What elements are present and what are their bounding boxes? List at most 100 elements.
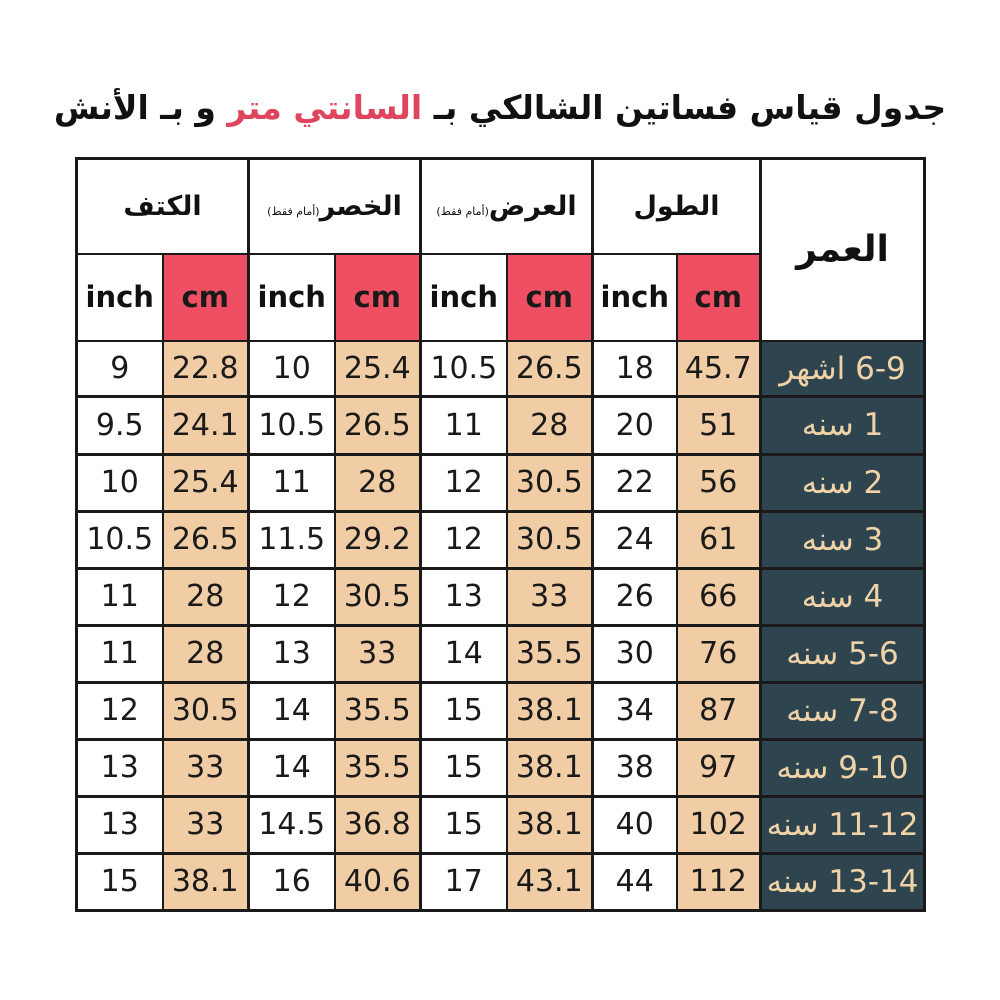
cell-width-inch: 14 — [419, 624, 508, 684]
cell-width-inch: 15 — [419, 681, 508, 741]
cell-waist-inch: 10 — [247, 339, 336, 399]
size-rows: 9 22.8 10 25.4 10.5 26.5 18 45.7 6-9 اشهر 9.5 24.1… — [75, 339, 926, 913]
cell-length-cm: 66 — [675, 567, 763, 627]
cell-shoulder-cm: 33 — [161, 795, 250, 855]
cell-width-inch: 15 — [419, 795, 508, 855]
cell-shoulder-inch: 15 — [75, 852, 164, 913]
table-row: 10.5 26.5 11.5 29.2 12 30.5 24 61 3 سنه — [75, 510, 926, 570]
cell-waist-inch: 14.5 — [247, 795, 336, 855]
cell-shoulder-cm: 38.1 — [161, 852, 250, 913]
page-title: جدول قياس فساتين الشالكي بـ السانتي متر … — [0, 88, 1000, 127]
table-row: 11 28 12 30.5 13 33 26 66 4 سنه — [75, 567, 926, 627]
title-accent: السانتي متر — [227, 88, 423, 127]
cell-shoulder-inch: 13 — [75, 738, 164, 798]
cell-waist-cm: 33 — [333, 624, 423, 684]
cell-waist-inch: 11.5 — [247, 510, 336, 570]
cell-waist-cm: 28 — [333, 452, 423, 513]
cell-length-inch: 38 — [591, 738, 678, 798]
cell-shoulder-inch: 9.5 — [75, 395, 164, 456]
cell-shoulder-inch: 11 — [75, 624, 164, 684]
cell-age: 11-12 سنه — [759, 795, 926, 855]
cell-length-inch: 26 — [591, 567, 678, 627]
cell-length-inch: 22 — [591, 452, 678, 513]
cell-length-inch: 20 — [591, 395, 678, 456]
cell-width-inch: 12 — [419, 510, 508, 570]
cell-age: 1 سنه — [759, 395, 926, 456]
cell-length-cm: 76 — [675, 624, 763, 684]
cell-waist-inch: 13 — [247, 624, 336, 684]
unit-header-row: inch cm inch cm inch cm inch cm — [75, 253, 925, 342]
cell-width-inch: 10.5 — [419, 339, 508, 399]
cell-waist-inch: 12 — [247, 567, 336, 627]
cell-waist-cm: 26.5 — [333, 395, 423, 456]
cell-shoulder-inch: 10.5 — [75, 510, 164, 570]
cell-waist-inch: 10.5 — [247, 395, 336, 456]
cell-shoulder-inch: 12 — [75, 681, 164, 741]
cell-width-cm: 35.5 — [505, 624, 595, 684]
cell-width-inch: 17 — [419, 852, 508, 913]
cell-waist-cm: 29.2 — [333, 510, 423, 570]
unit-inch: inch — [247, 253, 336, 342]
cell-width-inch: 13 — [419, 567, 508, 627]
cell-length-cm: 102 — [675, 795, 763, 855]
cell-waist-inch: 16 — [247, 852, 336, 913]
group-header-length: الطول — [591, 157, 763, 256]
cell-waist-inch: 14 — [247, 681, 336, 741]
table-row: 9.5 24.1 10.5 26.5 11 28 20 51 1 سنه — [75, 395, 926, 456]
cell-length-inch: 40 — [591, 795, 678, 855]
cell-width-cm: 30.5 — [505, 452, 595, 513]
cell-shoulder-inch: 10 — [75, 452, 164, 513]
cell-length-cm: 56 — [675, 452, 763, 513]
group-header-width: العرض(أمام فقط) — [419, 157, 595, 256]
cell-age: 3 سنه — [759, 510, 926, 570]
table-row: 10 25.4 11 28 12 30.5 22 56 2 سنه — [75, 452, 926, 513]
cell-length-cm: 61 — [675, 510, 763, 570]
cell-length-cm: 112 — [675, 852, 763, 913]
table-row: 15 38.1 16 40.6 17 43.1 44 112 13-14 سنه — [75, 852, 926, 913]
table-row: 13 33 14 35.5 15 38.1 38 97 9-10 سنه — [75, 738, 926, 798]
cell-age: 13-14 سنه — [759, 852, 926, 913]
cell-shoulder-cm: 22.8 — [161, 339, 250, 399]
cell-length-cm: 51 — [675, 395, 763, 456]
table-row: 11 28 13 33 14 35.5 30 76 5-6 سنه — [75, 624, 926, 684]
cell-shoulder-cm: 28 — [161, 624, 250, 684]
group-header-waist: الخصر(أمام فقط) — [247, 157, 423, 256]
cell-shoulder-cm: 28 — [161, 567, 250, 627]
unit-cm: cm — [333, 253, 423, 342]
title-part1: جدول قياس فساتين الشالكي بـ — [422, 88, 947, 127]
cell-width-cm: 33 — [505, 567, 595, 627]
cell-age: 6-9 اشهر — [759, 339, 926, 399]
unit-cm: cm — [675, 253, 763, 342]
cell-waist-cm: 36.8 — [333, 795, 423, 855]
cell-waist-cm: 35.5 — [333, 681, 423, 741]
title-part2: و بـ الأنش — [53, 88, 228, 127]
unit-inch: inch — [75, 253, 164, 342]
cell-width-cm: 30.5 — [505, 510, 595, 570]
age-header: العمر — [759, 157, 926, 342]
cell-width-cm: 38.1 — [505, 795, 595, 855]
cell-width-inch: 11 — [419, 395, 508, 456]
cell-waist-cm: 30.5 — [333, 567, 423, 627]
cell-shoulder-cm: 24.1 — [161, 395, 250, 456]
cell-shoulder-cm: 25.4 — [161, 452, 250, 513]
cell-width-cm: 38.1 — [505, 738, 595, 798]
cell-age: 2 سنه — [759, 452, 926, 513]
unit-cm: cm — [161, 253, 250, 342]
cell-shoulder-inch: 9 — [75, 339, 164, 399]
size-chart-table: الكتف الخصر(أمام فقط) العرض(أمام فقط) ال… — [75, 157, 927, 913]
cell-width-inch: 15 — [419, 738, 508, 798]
cell-waist-cm: 25.4 — [333, 339, 423, 399]
cell-length-inch: 30 — [591, 624, 678, 684]
unit-cm: cm — [505, 253, 595, 342]
cell-width-cm: 43.1 — [505, 852, 595, 913]
group-header-shoulder: الكتف — [75, 157, 250, 256]
table-row: 13 33 14.5 36.8 15 38.1 40 102 11-12 سنه — [75, 795, 926, 855]
cell-age: 9-10 سنه — [759, 738, 926, 798]
cell-width-cm: 26.5 — [505, 339, 595, 399]
table-row: 12 30.5 14 35.5 15 38.1 34 87 7-8 سنه — [75, 681, 926, 741]
unit-inch: inch — [591, 253, 678, 342]
cell-width-cm: 38.1 — [505, 681, 595, 741]
cell-shoulder-inch: 11 — [75, 567, 164, 627]
cell-length-inch: 24 — [591, 510, 678, 570]
cell-length-cm: 97 — [675, 738, 763, 798]
